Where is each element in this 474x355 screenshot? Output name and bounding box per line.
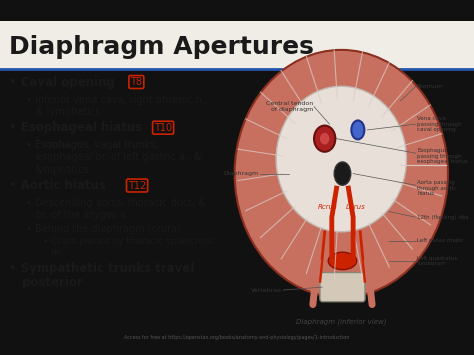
Text: & lymphatics: & lymphatics <box>36 107 100 117</box>
Text: Sternum: Sternum <box>417 84 444 89</box>
Text: Rcrus: Rcrus <box>318 203 337 209</box>
Text: Vertebrae: Vertebrae <box>251 288 282 293</box>
Circle shape <box>320 133 329 144</box>
Text: 12th (floating) ribs: 12th (floating) ribs <box>417 215 469 220</box>
Text: • Aortic hiatus: • Aortic hiatus <box>9 179 110 192</box>
Ellipse shape <box>235 50 448 297</box>
Text: • Inferior vena cava, right phrenic n.,: • Inferior vena cava, right phrenic n., <box>26 94 208 105</box>
Text: T10: T10 <box>154 123 172 133</box>
Text: Diaphragm Apertures: Diaphragm Apertures <box>9 35 314 59</box>
Ellipse shape <box>276 86 406 232</box>
Circle shape <box>314 126 336 152</box>
Text: Diaphragm: Diaphragm <box>223 171 258 176</box>
Text: Central tendon
of diaphragm: Central tendon of diaphragm <box>265 101 313 112</box>
Ellipse shape <box>351 120 365 140</box>
Text: T8: T8 <box>130 77 142 87</box>
Text: • Esophageal hiatus: • Esophageal hiatus <box>9 121 147 134</box>
Text: LCrus: LCrus <box>346 203 366 209</box>
Text: esophageal br. of left gastric a., &: esophageal br. of left gastric a., & <box>36 152 201 162</box>
Ellipse shape <box>328 252 356 270</box>
Text: Left quadratus
lumborum: Left quadratus lumborum <box>417 256 457 266</box>
Text: • Esophagus: • Esophagus <box>26 140 88 150</box>
Text: • Behind the diaphragm (crura): • Behind the diaphragm (crura) <box>26 224 181 234</box>
Text: T12: T12 <box>128 181 146 191</box>
Text: • Esophagus, vagal trunks,: • Esophagus, vagal trunks, <box>26 140 158 150</box>
FancyBboxPatch shape <box>320 273 365 302</box>
Text: • Esophagus, vagal trunks,: • Esophagus, vagal trunks, <box>26 140 158 150</box>
Text: Diaphragm (inferior view): Diaphragm (inferior view) <box>296 319 386 325</box>
Text: posterior: posterior <box>22 275 83 289</box>
Text: • Crura pieced by thoracic splanchnic: • Crura pieced by thoracic splanchnic <box>43 237 214 246</box>
Text: Aorta passing
through aortic
hiatus: Aorta passing through aortic hiatus <box>417 180 456 196</box>
Text: lymphatics: lymphatics <box>36 165 89 175</box>
Text: Vena cava
passing through
caval opening: Vena cava passing through caval opening <box>417 116 462 132</box>
Text: Access for free at https://openstax.org/books/anatomy-and-physiology/pages/1-int: Access for free at https://openstax.org/… <box>124 335 350 340</box>
Text: • Sympathetic trunks travel: • Sympathetic trunks travel <box>9 262 195 275</box>
Text: Left psoas major: Left psoas major <box>417 238 463 243</box>
FancyBboxPatch shape <box>0 21 474 69</box>
Text: Esophagus
passing through
esophageal hiatus: Esophagus passing through esophageal hia… <box>417 148 468 164</box>
Text: nn.: nn. <box>50 248 64 257</box>
Text: • Descending aorta, thoracic duct, &: • Descending aorta, thoracic duct, & <box>26 198 206 208</box>
Text: br. of the azygos v.: br. of the azygos v. <box>36 210 128 220</box>
Ellipse shape <box>334 162 351 185</box>
Text: • Caval opening: • Caval opening <box>9 76 119 88</box>
